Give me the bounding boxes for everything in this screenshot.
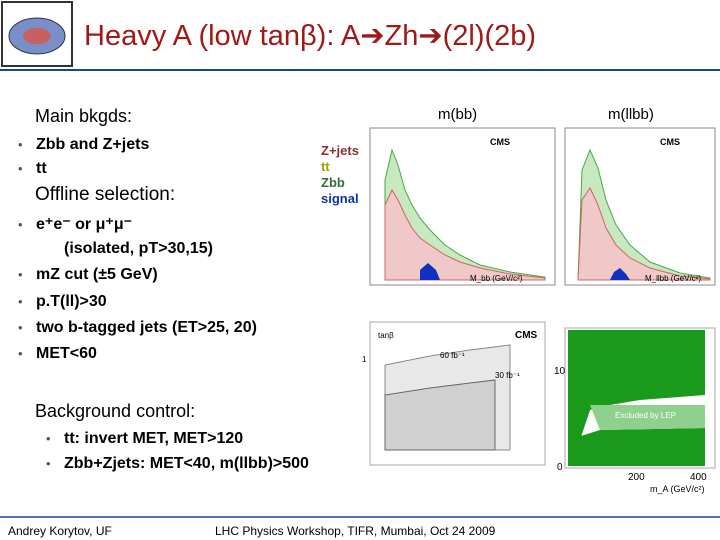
bullet-text: Zbb and Z+jets [36, 136, 150, 153]
annotation: Excluded by LEP [615, 411, 676, 420]
bullet-text: (isolated, pT>30,15) [64, 240, 213, 257]
region [568, 330, 705, 460]
axis-label: m_A (GeV/c²) [650, 484, 705, 494]
signal-area [610, 268, 630, 280]
bullet-text: p.T(ll)>30 [36, 293, 107, 310]
logo-core [23, 28, 51, 44]
heading: Offline selection: [35, 184, 176, 205]
lumi-label: 30 fb⁻¹ [495, 371, 520, 380]
signal-area [420, 263, 440, 280]
bullet: • tt [18, 160, 47, 177]
lumi-label: 60 fb⁻¹ [440, 351, 465, 360]
cms-label: CMS [660, 137, 680, 147]
legend-entry: Zbb [321, 175, 345, 190]
cms-label: CMS [515, 330, 538, 341]
slide-title: Heavy A (low tanβ): A➔Zh➔(2l)(2b) [84, 20, 537, 52]
heading: Main bkgds: [35, 106, 133, 126]
legend-entry: signal [321, 191, 359, 206]
bullet-text: tt: invert MET, MET>120 [64, 430, 244, 447]
bullet: • tt: invert MET, MET>120 [46, 430, 244, 447]
plot-mllbb: CMS M_llbb (GeV/c²) [564, 127, 716, 286]
plot-label: m(llbb) [608, 106, 654, 123]
zjets-area [577, 186, 711, 281]
bullet-text: mZ cut (±5 GeV) [36, 266, 158, 283]
region [384, 379, 496, 451]
axis-label: tanβ [378, 331, 394, 340]
bullet: • Zbb+Zjets: MET<40, m(llbb)>500 [46, 455, 309, 472]
bullet-text: e⁺e⁻ or μ⁺μ⁻ [36, 216, 133, 233]
cms-label: CMS [490, 137, 510, 147]
x-tick-label: 200 [628, 472, 645, 483]
axis-label: M_bb (GeV/c²) [470, 274, 523, 283]
bullet-text: Zbb+Zjets: MET<40, m(llbb)>500 [64, 455, 309, 472]
bullet-text: two b-tagged jets (ET>25, 20) [36, 319, 257, 336]
heading: Background control: [35, 401, 196, 421]
plot-label: m(bb) [438, 106, 478, 123]
bullet: • MET<60 [18, 345, 97, 362]
y-tick-label: 10 [554, 366, 566, 377]
bullet: • mZ cut (±5 GeV) [18, 266, 158, 283]
legend-entry: tt [321, 159, 330, 174]
region [568, 428, 705, 466]
bullet: • Zbb and Z+jets [18, 136, 150, 153]
bullet: • two b-tagged jets (ET>25, 20) [18, 319, 257, 336]
legend-entry: Z+jets [321, 143, 359, 158]
bullet-text: MET<60 [36, 345, 97, 362]
plot-mbb: CMS M_bb (GeV/c²) [369, 127, 556, 286]
y-tick-label: 1 [362, 355, 367, 364]
plot-exclusion: Excluded by LEP 10 0 200 400 m_A (GeV/c²… [362, 327, 716, 494]
bullet: • e⁺e⁻ or μ⁺μ⁻ [18, 216, 133, 233]
zjets-area [384, 188, 546, 281]
y-tick-label: 0 [557, 462, 563, 473]
footer-author: Andrey Korytov, UF [8, 524, 112, 538]
x-tick-label: 400 [690, 472, 707, 483]
footer-event: LHC Physics Workshop, TIFR, Mumbai, Oct … [215, 524, 496, 538]
axis-label: M_llbb (GeV/c²) [645, 274, 701, 283]
region [590, 405, 705, 430]
plot-tanb: tanβ CMS 60 fb⁻¹ 30 fb⁻¹ [369, 321, 546, 466]
bullet-text: tt [36, 160, 47, 177]
bullet: • p.T(ll)>30 [18, 293, 107, 310]
